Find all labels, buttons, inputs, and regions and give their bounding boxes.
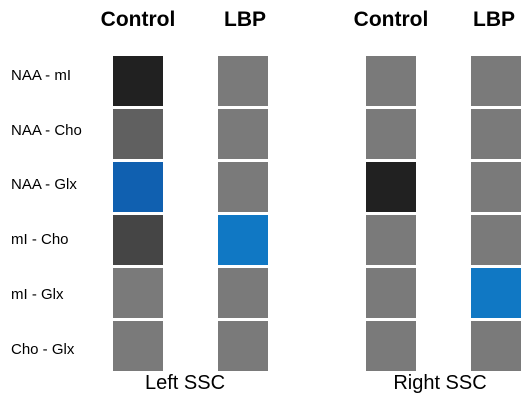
cell-right-lbp-row-3 <box>471 162 521 212</box>
cell-left-control-row-1 <box>113 56 163 106</box>
header-left-lbp: LBP <box>224 8 266 31</box>
row-label-naa-mi: NAA - mI <box>11 67 72 84</box>
cell-left-lbp-row-1 <box>218 56 268 106</box>
cell-left-lbp-row-4 <box>218 215 268 265</box>
cell-left-lbp-row-6 <box>218 321 268 371</box>
cell-right-control-row-1 <box>366 56 416 106</box>
cell-left-control-row-3 <box>113 162 163 212</box>
cell-right-lbp-row-5 <box>471 268 521 318</box>
cell-right-control-row-2 <box>366 109 416 159</box>
cell-left-lbp-row-5 <box>218 268 268 318</box>
cell-left-lbp-row-2 <box>218 109 268 159</box>
cell-left-control-row-2 <box>113 109 163 159</box>
cell-left-control-row-5 <box>113 268 163 318</box>
cell-left-control-row-6 <box>113 321 163 371</box>
cell-right-lbp-row-4 <box>471 215 521 265</box>
row-label-mi-cho: mI - Cho <box>11 231 69 248</box>
header-right-lbp: LBP <box>473 8 515 31</box>
cell-left-control-row-4 <box>113 215 163 265</box>
cell-right-control-row-5 <box>366 268 416 318</box>
cell-right-control-row-3 <box>366 162 416 212</box>
cell-left-lbp-row-3 <box>218 162 268 212</box>
cell-right-control-row-4 <box>366 215 416 265</box>
cell-right-lbp-row-6 <box>471 321 521 371</box>
cell-right-lbp-row-1 <box>471 56 521 106</box>
group-label-right-ssc: Right SSC <box>393 372 487 394</box>
row-label-cho-glx: Cho - Glx <box>11 341 75 358</box>
row-label-mi-glx: mI - Glx <box>11 286 64 303</box>
row-label-naa-cho: NAA - Cho <box>11 122 82 139</box>
row-label-naa-glx: NAA - Glx <box>11 176 77 193</box>
cell-right-control-row-6 <box>366 321 416 371</box>
cell-right-lbp-row-2 <box>471 109 521 159</box>
group-label-left-ssc: Left SSC <box>144 372 226 394</box>
header-left-control: Control <box>100 8 176 31</box>
header-right-control: Control <box>353 8 429 31</box>
